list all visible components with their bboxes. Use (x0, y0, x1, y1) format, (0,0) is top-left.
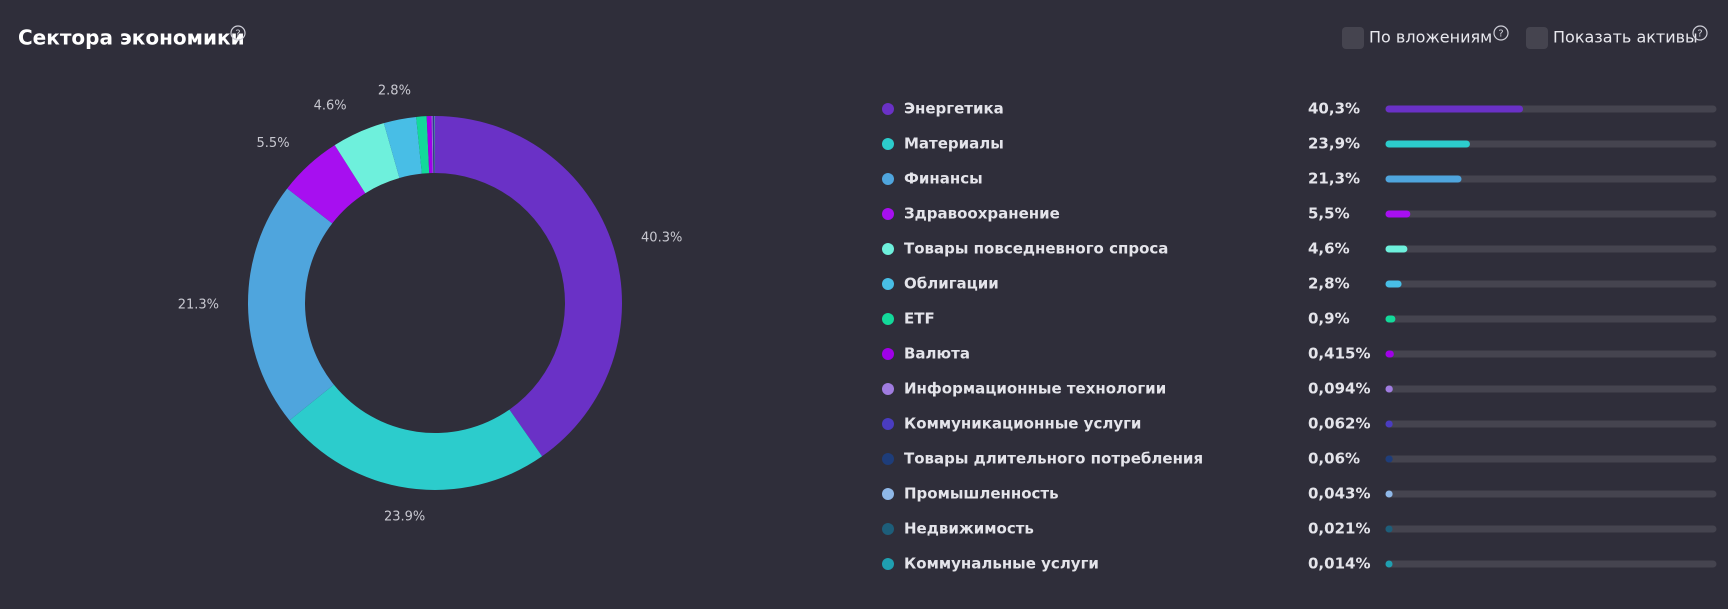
checkbox[interactable] (1526, 27, 1548, 49)
donut-label: 2.8% (378, 83, 411, 98)
value-label: 0,06% (1308, 450, 1360, 468)
donut-slice (334, 123, 400, 194)
legend-dot (882, 488, 894, 500)
legend-dot (882, 383, 894, 395)
value-label: 0,043% (1308, 485, 1370, 503)
donut-slice (426, 116, 433, 174)
donut-slice (435, 116, 622, 457)
legend-label: Материалы (904, 135, 1004, 153)
donut-slice (247, 188, 334, 421)
legend-dot (882, 418, 894, 430)
donut-slice (433, 116, 435, 174)
legend-dot (882, 208, 894, 220)
legend-dot (882, 523, 894, 535)
donut-slice (383, 116, 422, 178)
legend-label: Коммуникационные услуги (904, 415, 1141, 433)
help-icon[interactable]: ? (1493, 25, 1509, 41)
value-label: 0,415% (1308, 345, 1370, 363)
svg-text:?: ? (235, 29, 240, 40)
donut-label: 4.6% (314, 98, 347, 113)
value-label: 4,6% (1308, 240, 1350, 258)
svg-text:?: ? (1498, 29, 1503, 40)
help-icon[interactable]: ? (230, 25, 246, 41)
donut-slice (287, 145, 366, 224)
legend-dot (882, 558, 894, 570)
control-label: По вложениям (1369, 28, 1492, 47)
legend-dot (882, 138, 894, 150)
legend-label: Здравоохранение (904, 205, 1060, 223)
legend-dot (882, 243, 894, 255)
legend-label: Товары повседневного спроса (904, 240, 1168, 258)
value-label: 5,5% (1308, 205, 1350, 223)
donut-label: 23.9% (384, 509, 425, 524)
value-label: 21,3% (1308, 170, 1360, 188)
donut-label: 21.3% (178, 298, 219, 313)
legend-dot (882, 173, 894, 185)
control-label: Показать активы (1553, 28, 1698, 47)
legend-label: ETF (904, 310, 935, 328)
legend-label: Облигации (904, 275, 999, 293)
value-label: 0,062% (1308, 415, 1370, 433)
help-icon[interactable]: ? (1692, 25, 1708, 41)
legend-label: Промышленность (904, 485, 1059, 503)
value-label: 0,014% (1308, 555, 1370, 573)
legend-dot (882, 453, 894, 465)
value-label: 0,9% (1308, 310, 1350, 328)
legend-dot (882, 313, 894, 325)
donut-slice (289, 384, 543, 491)
title: Сектора экономики (18, 26, 245, 50)
donut-slice (434, 116, 435, 174)
svg-text:?: ? (1697, 29, 1702, 40)
legend-label: Информационные технологии (904, 380, 1166, 398)
value-label: 0,094% (1308, 380, 1370, 398)
value-label: 2,8% (1308, 275, 1350, 293)
donut-slice (432, 116, 434, 174)
donut-label: 5.5% (257, 136, 290, 151)
legend-label: Товары длительного потребления (904, 450, 1203, 468)
legend-label: Недвижимость (904, 520, 1034, 538)
donut-slice (431, 116, 434, 174)
donut-slice (416, 116, 430, 174)
checkbox[interactable] (1342, 27, 1364, 49)
legend-dot (882, 278, 894, 290)
legend-dot (882, 103, 894, 115)
value-label: 0,021% (1308, 520, 1370, 538)
legend-label: Финансы (904, 170, 983, 188)
value-label: 23,9% (1308, 135, 1360, 153)
legend-label: Валюта (904, 345, 970, 363)
legend-label: Энергетика (904, 100, 1004, 118)
legend-label: Коммунальные услуги (904, 555, 1099, 573)
legend-dot (882, 348, 894, 360)
donut-label: 40.3% (641, 231, 682, 246)
value-label: 40,3% (1308, 100, 1360, 118)
